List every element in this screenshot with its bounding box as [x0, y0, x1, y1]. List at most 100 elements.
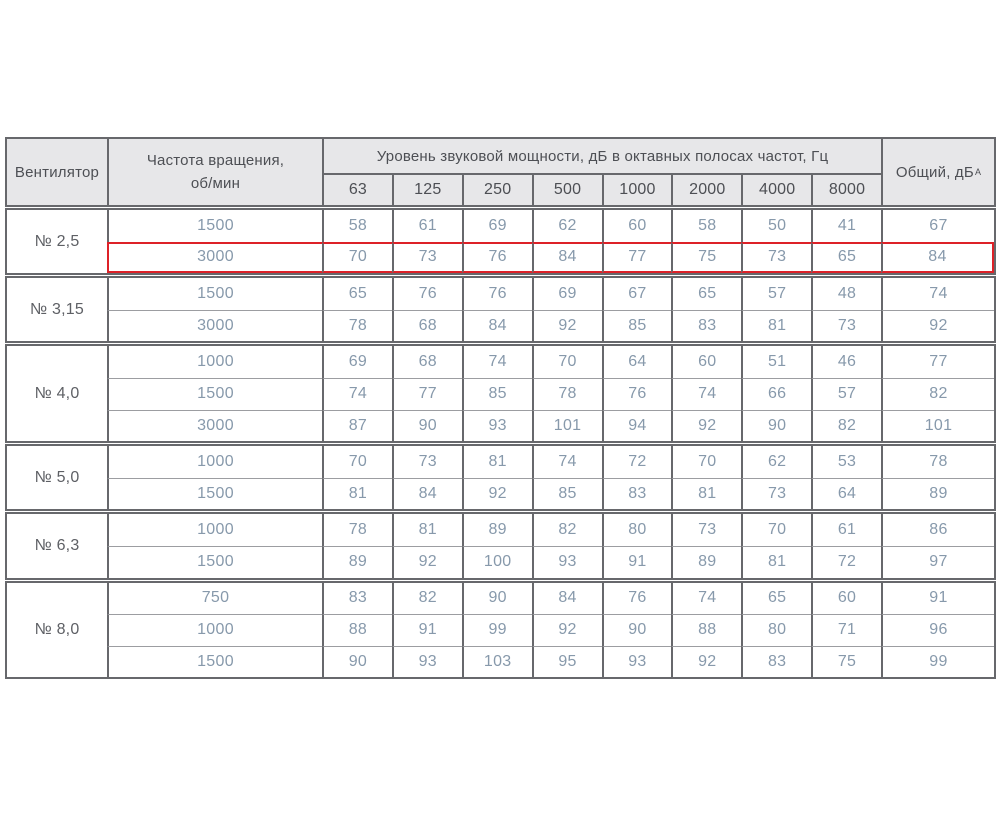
level-cell-500hz: 93	[531, 545, 602, 578]
level-cell-8000hz: 75	[811, 645, 881, 678]
header-frequency-125hz: 125	[391, 175, 462, 205]
rpm-cell: 1000	[107, 514, 322, 546]
level-cell-63hz: 78	[322, 514, 392, 546]
level-cell-500hz: 78	[531, 377, 602, 410]
header-frequency-1000hz: 1000	[601, 175, 672, 205]
level-cell-1000hz: 85	[601, 309, 672, 342]
level-cell-4000hz: 50	[741, 210, 811, 242]
rpm-cell: 1000	[107, 346, 322, 378]
level-cell-250hz: 89	[461, 514, 532, 546]
total-db-cell: 99	[881, 645, 994, 678]
table-header: Вентилятор Частота вращения, об/мин Уров…	[5, 137, 996, 207]
level-cell-8000hz: 65	[811, 241, 881, 274]
level-cell-125hz: 61	[391, 210, 462, 242]
level-cell-8000hz: 64	[811, 477, 881, 510]
level-cell-8000hz: 53	[811, 446, 881, 478]
level-cell-125hz: 91	[391, 614, 462, 646]
level-cell-4000hz: 81	[741, 545, 812, 578]
header-frequency-4000hz: 4000	[741, 175, 811, 205]
fan-label: № 8,0	[34, 620, 80, 638]
total-db-cell: 91	[881, 582, 994, 615]
level-cell-4000hz: 62	[741, 446, 811, 478]
header-total-subscript: А	[974, 167, 982, 177]
level-cell-1000hz: 80	[601, 514, 672, 546]
level-cell-2000hz: 74	[671, 377, 742, 410]
level-cell-4000hz: 83	[741, 645, 812, 678]
level-cell-8000hz: 46	[811, 346, 881, 378]
total-db-cell: 89	[881, 477, 994, 510]
level-cell-63hz: 70	[322, 446, 392, 478]
level-cell-63hz: 83	[322, 582, 392, 615]
total-db-cell: 97	[881, 545, 994, 578]
level-cell-1000hz: 64	[601, 346, 672, 378]
level-cell-125hz: 92	[391, 545, 462, 578]
header-speed-line2: об/мин	[190, 175, 241, 192]
level-cell-125hz: 77	[391, 377, 462, 410]
level-cell-4000hz: 65	[741, 582, 811, 615]
level-cell-500hz: 95	[531, 645, 602, 678]
rpm-cell: 1500	[107, 377, 322, 410]
header-octave-band-title: Уровень звуковой мощности, дБ в октавных…	[322, 139, 881, 175]
rpm-cell: 3000	[107, 409, 322, 442]
level-cell-500hz: 92	[531, 309, 602, 342]
level-cell-8000hz: 72	[811, 545, 881, 578]
level-cell-250hz: 90	[461, 582, 532, 615]
level-cell-8000hz: 41	[811, 210, 881, 242]
level-cell-8000hz: 48	[811, 278, 881, 310]
level-cell-4000hz: 80	[741, 614, 812, 646]
level-cell-250hz: 76	[461, 278, 532, 310]
level-cell-2000hz: 58	[671, 210, 741, 242]
level-cell-1000hz: 93	[601, 645, 672, 678]
total-db-cell: 86	[881, 514, 994, 546]
level-cell-1000hz: 77	[601, 241, 672, 274]
fan-group-2: № 4,0 1000 69 68 74 70 64 60 51 46 77 1500 74 77 85 78 7…	[5, 344, 996, 444]
total-db-cell: 77	[881, 346, 994, 378]
level-cell-250hz: 81	[461, 446, 532, 478]
header-frequency-63hz: 63	[322, 175, 392, 205]
level-cell-125hz: 81	[391, 514, 462, 546]
level-cell-125hz: 84	[391, 477, 462, 510]
fan-group-4: № 6,3 1000 78 81 89 82 80 73 70 61 86 1500 89 92 100 93…	[5, 512, 996, 580]
total-db-cell: 101	[881, 409, 994, 442]
level-cell-1000hz: 60	[601, 210, 672, 242]
level-cell-500hz: 70	[531, 346, 602, 378]
level-cell-63hz: 70	[322, 241, 392, 274]
rpm-cell: 1500	[107, 210, 322, 242]
level-cell-8000hz: 82	[811, 409, 881, 442]
rpm-cell: 1000	[107, 614, 322, 646]
level-cell-1000hz: 83	[601, 477, 672, 510]
total-db-cell: 84	[881, 241, 994, 274]
level-cell-500hz: 62	[531, 210, 602, 242]
fan-group-3: № 5,0 1000 70 73 81 74 72 70 62 53 78 1500 81 84 92 85 8…	[5, 444, 996, 512]
level-cell-8000hz: 57	[811, 377, 881, 410]
level-cell-125hz: 68	[391, 309, 462, 342]
level-cell-1000hz: 67	[601, 278, 672, 310]
level-cell-500hz: 101	[531, 409, 602, 442]
level-cell-8000hz: 61	[811, 514, 881, 546]
rpm-cell: 1500	[107, 278, 322, 310]
level-cell-4000hz: 51	[741, 346, 811, 378]
level-cell-63hz: 74	[322, 377, 392, 410]
level-cell-2000hz: 88	[671, 614, 742, 646]
level-cell-500hz: 84	[531, 241, 602, 274]
level-cell-125hz: 73	[391, 241, 462, 274]
fan-label: № 3,15	[30, 300, 84, 318]
level-cell-500hz: 92	[531, 614, 602, 646]
fan-group-0: № 2,5 1500 58 61 69 62 60 58 50 41 67 3000 70 73 76 84 7…	[5, 208, 996, 276]
header-frequency-250hz: 250	[461, 175, 532, 205]
level-cell-250hz: 103	[461, 645, 532, 678]
level-cell-250hz: 84	[461, 309, 532, 342]
fan-label: № 6,3	[34, 536, 80, 554]
header-total-column: Общий, дБ А	[881, 139, 994, 205]
level-cell-1000hz: 94	[601, 409, 672, 442]
level-cell-63hz: 89	[322, 545, 392, 578]
level-cell-4000hz: 81	[741, 309, 812, 342]
level-cell-125hz: 82	[391, 582, 462, 615]
level-cell-1000hz: 90	[601, 614, 672, 646]
fan-label: № 5,0	[34, 468, 80, 486]
level-cell-2000hz: 75	[671, 241, 742, 274]
header-frequency-500hz: 500	[531, 175, 602, 205]
rpm-cell: 1500	[107, 477, 322, 510]
level-cell-1000hz: 76	[601, 377, 672, 410]
level-cell-250hz: 74	[461, 346, 532, 378]
